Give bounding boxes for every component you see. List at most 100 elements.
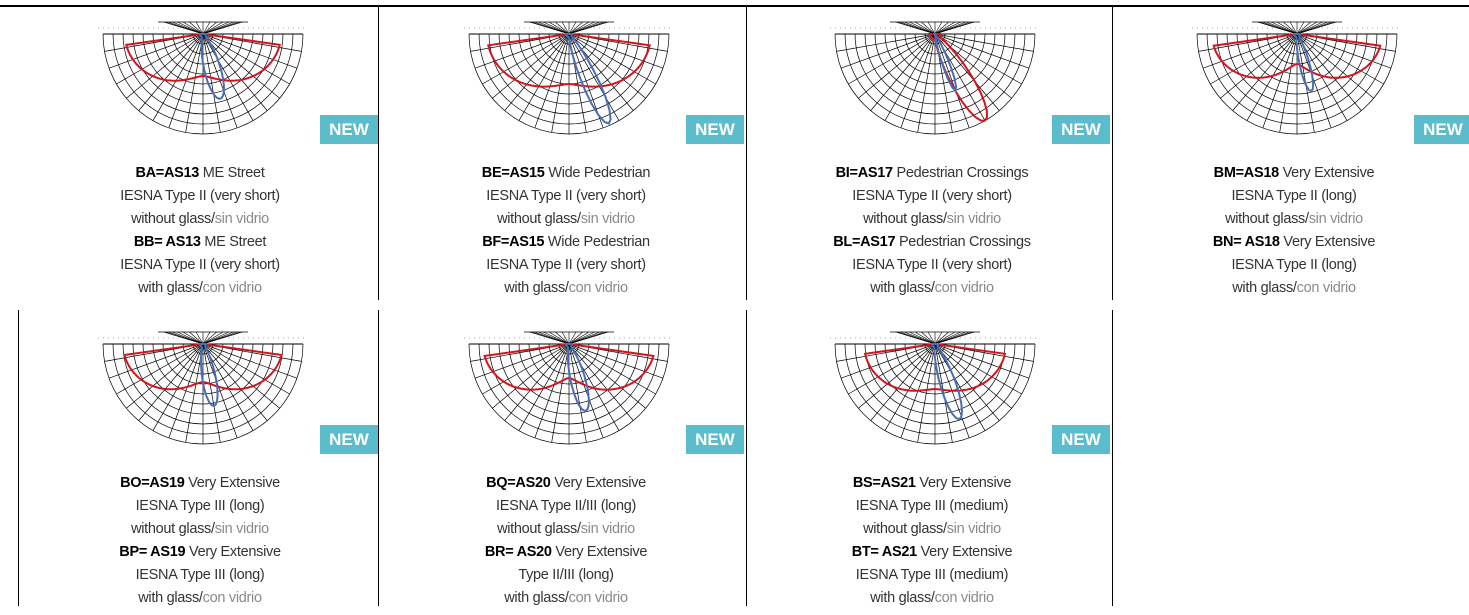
grid-ray-upper: [568, 21, 577, 35]
grid-ray-upper: [555, 331, 570, 345]
grid-ray: [185, 33, 204, 133]
grid-ray: [492, 33, 570, 99]
glass-en: with glass/: [504, 590, 569, 606]
grid-ray-upper: [914, 331, 936, 345]
grid-ray: [202, 33, 254, 121]
product-glass: with glass/con vidrio: [20, 587, 380, 610]
grid-ray: [934, 33, 1034, 52]
column-rule: [746, 7, 747, 300]
grid-ray: [1279, 33, 1298, 133]
grid-ray-upper: [1271, 21, 1298, 35]
product-text: BS=AS21 Very Extensive IESNA Type III (me…: [752, 472, 1112, 610]
product-type: IESNA Type II (very short): [486, 188, 646, 204]
grid-ray-upper: [195, 21, 204, 35]
product-text: BA=AS13 ME Street IESNA Type II (very sho…: [20, 162, 380, 300]
glass-en: without glass/: [131, 211, 215, 227]
grid-ray: [202, 33, 268, 111]
product-code: BR= AS20: [484, 544, 552, 560]
grid-ray-upper: [927, 331, 936, 345]
grid-ray-upper: [904, 21, 936, 35]
grid-ray: [934, 33, 1000, 111]
grid-ray: [848, 33, 936, 85]
grid-ray-upper: [548, 331, 570, 345]
grid-ray: [934, 33, 970, 129]
product-line: BP= AS19 Very Extensive: [20, 541, 380, 564]
grid-ray: [202, 343, 298, 379]
product-line: BT= AS21 Very Extensive: [752, 541, 1112, 564]
product-code: BF=AS15: [482, 234, 545, 250]
new-badge: NEW: [1052, 425, 1110, 454]
glass-es: con vidrio: [934, 280, 994, 296]
grid-ray: [900, 33, 936, 129]
grid-ray: [504, 33, 570, 111]
grid-ray: [568, 33, 656, 85]
product-line: BL=AS17 Pedestrian Crossings: [752, 231, 1112, 254]
red-curve: [929, 33, 989, 122]
blue-curve: [565, 343, 590, 413]
grid-ray: [534, 343, 570, 439]
product-type: IESNA Type II (very short): [852, 188, 1012, 204]
grid-ray: [870, 33, 936, 111]
grid-ray: [1210, 33, 1298, 85]
grid-ray-upper: [172, 331, 204, 345]
grid-ray: [202, 33, 290, 85]
product-name: Very Extensive: [919, 475, 1012, 491]
grid-ray: [1220, 33, 1298, 99]
grid-ray: [108, 33, 204, 69]
glass-es: con vidrio: [1296, 280, 1356, 296]
column-rule: [1112, 7, 1113, 300]
column-rule: [18, 310, 19, 606]
product-name: Very Extensive: [554, 475, 646, 491]
product-line: BA=AS13 ME Street: [20, 162, 380, 185]
grid-ray: [568, 33, 620, 121]
product-name: Pedestrian Crossings: [898, 234, 1031, 250]
product-cell: NEW BQ=AS20 Very Extensive IESNA Type II/I…: [386, 320, 752, 615]
grid-ray: [126, 343, 204, 409]
grid-ray: [202, 343, 238, 439]
product-code: BM=AS18: [1213, 165, 1280, 181]
blue-curve: [931, 343, 964, 421]
grid-ray-upper: [202, 331, 217, 345]
grid-ray: [917, 33, 936, 133]
new-badge: NEW: [686, 425, 744, 454]
glass-en: without glass/: [863, 211, 947, 227]
column-rule: [378, 310, 379, 606]
product-name: Very Extensive: [1282, 165, 1375, 181]
grid-ray-upper: [202, 331, 224, 345]
grid-ray-upper: [1296, 21, 1337, 35]
grid-ray-upper: [934, 331, 949, 345]
glass-es: sin vidrio: [946, 211, 1002, 227]
glass-en: without glass/: [497, 521, 581, 537]
product-line: BF=AS15 Wide Pedestrian: [386, 231, 746, 254]
glass-en: with glass/: [870, 590, 935, 606]
product-line: BE=AS15 Wide Pedestrian: [386, 162, 746, 185]
grid-ray: [1232, 33, 1298, 111]
product-code: BT= AS21: [851, 544, 917, 560]
grid-ray: [202, 343, 290, 395]
grid-ray: [138, 33, 204, 111]
grid-ray-upper: [189, 21, 204, 35]
grid-ray: [870, 343, 936, 421]
product-cell: NEW BM=AS18 Very Extensive IESNA Type II (…: [1114, 10, 1469, 305]
grid-ray-upper: [555, 21, 570, 35]
grid-ray-upper: [1276, 21, 1298, 35]
product-glass: without glass/sin vidrio: [1114, 208, 1469, 231]
grid-ray-upper: [1283, 21, 1298, 35]
grid-ray-upper: [568, 21, 590, 35]
grid-ray-upper: [561, 21, 570, 35]
grid-ray: [202, 33, 238, 129]
column-rule: [746, 310, 747, 606]
product-type: IESNA Type III (medium): [855, 498, 1009, 514]
product-code: BA=AS13: [135, 165, 200, 181]
grid-ray: [1246, 33, 1298, 121]
grid-ray: [568, 33, 664, 69]
product-name: Very Extensive: [189, 544, 281, 560]
grid-ray-upper: [202, 21, 217, 35]
grid-ray-upper: [1266, 21, 1298, 35]
grid-ray: [168, 33, 204, 129]
red-curve: [487, 32, 651, 88]
new-badge: NEW: [320, 115, 378, 144]
grid-ray-upper: [934, 21, 949, 35]
red-curve: [125, 32, 281, 82]
product-code: BL=AS17: [833, 234, 896, 250]
